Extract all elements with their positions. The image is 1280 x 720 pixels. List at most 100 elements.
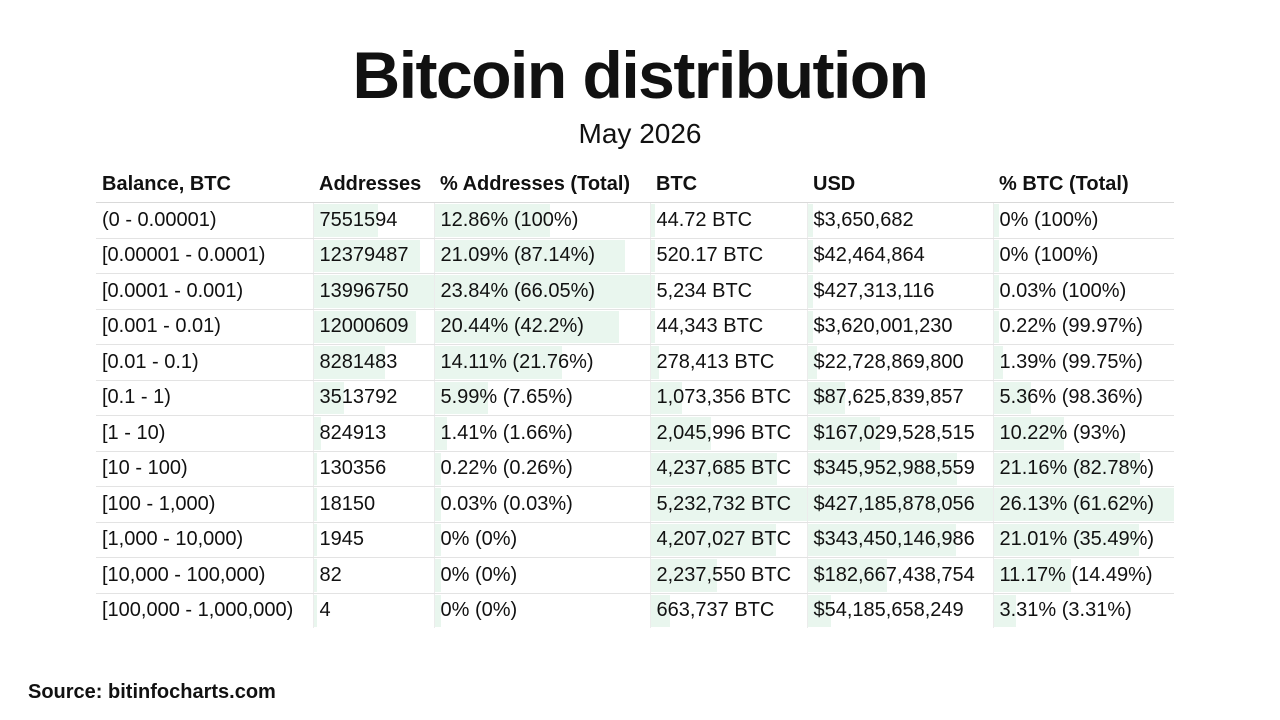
addresses-cell: 130356 — [312, 451, 434, 487]
cell-text: $182,667,438,754 — [813, 563, 975, 586]
cell-text: 5,234 BTC — [656, 279, 753, 302]
addresses-cell: 4 — [312, 593, 434, 628]
table-row: [10,000 - 100,000) 82 0% (0%) 2,237,550 BTC… — [96, 557, 1174, 594]
cell-bar — [993, 346, 1004, 379]
pct-addresses-cell: 23.84% (66.05%) — [433, 273, 650, 310]
usd-cell: $427,313,116 — [806, 273, 993, 310]
cell-bar — [313, 594, 318, 627]
cell-text: 0% (100%) — [999, 244, 1099, 267]
cell-text: [10 - 100) — [102, 457, 188, 480]
table-row: [100,000 - 1,000,000) 4 0% (0%) 663,737 BTC… — [96, 593, 1174, 628]
cell-bar — [434, 559, 441, 592]
cell-bar — [807, 523, 957, 556]
pct-addresses-cell: 0.22% (0.26%) — [433, 451, 650, 487]
cell-text: 12.86% (100%) — [440, 208, 579, 231]
cell-text: 21.09% (87.14%) — [440, 244, 596, 267]
pct-btc-cell: 26.13% (61.62%) — [992, 486, 1174, 523]
pct-addresses-cell: 21.09% (87.14%) — [433, 238, 650, 274]
cell-text: 23.84% (66.05%) — [440, 279, 596, 302]
cell-text: 0% (100%) — [999, 208, 1099, 231]
pct-addresses-cell: 0% (0%) — [433, 522, 650, 558]
cell-bar — [993, 275, 999, 308]
cell-bar — [993, 417, 1065, 450]
cell-text: [100,000 - 1,000,000) — [102, 599, 294, 622]
cell-bar — [650, 417, 712, 450]
cell-text: $3,650,682 — [813, 208, 914, 231]
cell-bar — [313, 204, 379, 237]
cell-bar — [993, 204, 999, 237]
cell-text: 11.17% (14.49%) — [999, 563, 1153, 586]
balance-cell: [0.1 - 1) — [96, 380, 313, 416]
cell-bar — [313, 239, 420, 272]
table-header-row: Balance, BTC Addresses % Addresses (Tota… — [96, 166, 1174, 203]
cell-text: 0.22% (99.97%) — [999, 315, 1143, 338]
pct-addresses-cell: 0.03% (0.03%) — [433, 486, 650, 523]
cell-text: 20.44% (42.2%) — [440, 315, 584, 338]
cell-bar — [434, 239, 625, 272]
header-balance: Balance, BTC — [96, 166, 313, 203]
cell-text: 2,237,550 BTC — [656, 563, 792, 586]
addresses-cell: 18150 — [312, 486, 434, 523]
cell-bar — [434, 346, 562, 379]
pct-addresses-cell: 1.41% (1.66%) — [433, 415, 650, 452]
cell-text: 1945 — [319, 528, 365, 551]
cell-text: 1.39% (99.75%) — [999, 350, 1143, 373]
pct-btc-cell: 21.16% (82.78%) — [992, 451, 1174, 487]
cell-bar — [434, 523, 441, 556]
header-pct-addresses: % Addresses (Total) — [434, 166, 650, 203]
table-row: [0.0001 - 0.001) 13996750 23.84% (66.05%) 5… — [96, 273, 1174, 310]
btc-cell: 4,207,027 BTC — [649, 522, 807, 558]
table-row: [0.01 - 0.1) 8281483 14.11% (21.76%) 278,41… — [96, 344, 1174, 381]
pct-btc-cell: 0% (100%) — [992, 238, 1174, 274]
cell-text: 26.13% (61.62%) — [999, 492, 1155, 515]
cell-bar — [313, 310, 417, 343]
cell-bar — [993, 488, 1174, 521]
pct-addresses-cell: 20.44% (42.2%) — [433, 309, 650, 345]
cell-text: 4,207,027 BTC — [656, 528, 792, 551]
pct-btc-cell: 21.01% (35.49%) — [992, 522, 1174, 558]
balance-cell: [10,000 - 100,000) — [96, 557, 313, 594]
usd-cell: $427,185,878,056 — [806, 486, 993, 523]
cell-text: 0% (0%) — [440, 599, 518, 622]
cell-bar — [313, 523, 318, 556]
cell-bar — [434, 381, 489, 414]
btc-cell: 278,413 BTC — [649, 344, 807, 381]
addresses-cell: 3513792 — [312, 380, 434, 416]
cell-bar — [313, 381, 344, 414]
cell-text: 5.99% (7.65%) — [440, 386, 573, 409]
balance-cell: [0.01 - 0.1) — [96, 344, 313, 381]
pct-addresses-cell: 14.11% (21.76%) — [433, 344, 650, 381]
cell-text: 0.22% (0.26%) — [440, 457, 573, 480]
btc-cell: 4,237,685 BTC — [649, 451, 807, 487]
cell-text: $427,185,878,056 — [813, 492, 975, 515]
table-row: [100 - 1,000) 18150 0.03% (0.03%) 5,232,732… — [96, 486, 1174, 523]
cell-text: [0.00001 - 0.0001) — [102, 244, 266, 267]
cell-text: 130356 — [319, 457, 387, 480]
cell-text: [1 - 10) — [102, 421, 166, 444]
cell-text: $345,952,988,559 — [813, 457, 975, 480]
cell-bar — [650, 346, 659, 379]
cell-text: 5,232,732 BTC — [656, 492, 792, 515]
addresses-cell: 12000609 — [312, 309, 434, 345]
cell-text: [0.0001 - 0.001) — [102, 279, 244, 302]
btc-cell: 663,737 BTC — [649, 593, 807, 628]
cell-bar — [993, 523, 1139, 556]
cell-text: $54,185,658,249 — [813, 599, 964, 622]
pct-btc-cell: 0% (100%) — [992, 202, 1174, 239]
cell-text: 0.03% (0.03%) — [440, 492, 573, 515]
cell-text: 1.41% (1.66%) — [440, 421, 573, 444]
pct-addresses-cell: 0% (0%) — [433, 593, 650, 628]
usd-cell: $343,450,146,986 — [806, 522, 993, 558]
cell-bar — [650, 488, 807, 521]
cell-bar — [993, 452, 1140, 485]
cell-text: $343,450,146,986 — [813, 528, 975, 551]
cell-bar — [650, 275, 656, 308]
cell-bar — [807, 275, 814, 308]
header-btc: BTC — [650, 166, 807, 203]
cell-bar — [807, 381, 846, 414]
usd-cell: $3,650,682 — [806, 202, 993, 239]
btc-cell: 5,232,732 BTC — [649, 486, 807, 523]
usd-cell: $22,728,869,800 — [806, 344, 993, 381]
cell-bar — [807, 204, 814, 237]
cell-text: (0 - 0.00001) — [102, 208, 217, 231]
